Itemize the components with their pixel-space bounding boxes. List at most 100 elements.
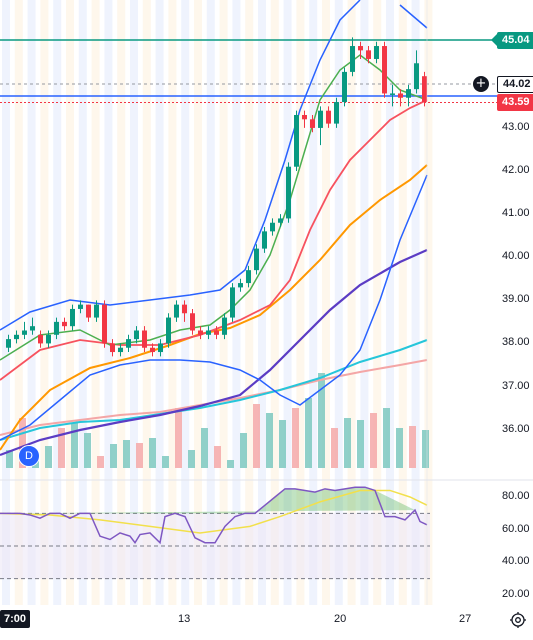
bollinger-upper [0,0,361,331]
oscillator-axis-tick: 80.00 [502,490,530,502]
candle-body [366,50,371,59]
candle-body [398,93,403,98]
date-axis-tick: 20 [334,613,347,625]
candle-body [70,308,75,327]
price-tag: 43.59 [497,94,533,111]
candle-body [374,46,379,59]
price-tag: 45.04 [491,32,533,49]
rsi-signal-line [0,489,428,534]
session-stripe [181,0,190,605]
candle-body [142,330,147,348]
candle-body [166,317,171,344]
candle-body [198,330,203,335]
dividend-badge[interactable]: D [18,445,40,467]
candle-body [174,304,179,318]
session-stripe [117,0,126,605]
candle-body [78,304,83,309]
session-stripe [14,0,23,605]
gear-icon [510,612,526,628]
candle-body [286,166,291,219]
candle-body [86,304,91,318]
rsi-line [0,486,428,545]
session-stripe [219,0,228,605]
price-axis-tick: 42.00 [502,164,530,177]
candle-body [270,222,275,232]
volume-bar [175,408,182,468]
candle-body [214,330,219,335]
price-tag: 44.02 [497,76,533,93]
candle-body [14,334,19,340]
candle-body [30,326,35,331]
candle-body [342,71,347,103]
candle-body [230,287,235,318]
candle-body [422,76,427,103]
bollinger-lower [0,174,428,441]
volume-bar [409,426,416,468]
add-alert-button[interactable]: + [473,76,489,92]
candle-body [326,110,331,124]
volume-bar [188,450,195,468]
session-stripe [322,0,330,605]
session-stripe [27,0,36,605]
volume-bar [19,418,26,468]
candle-body [134,330,139,340]
session-stripe [386,0,394,605]
volume-bar [58,428,65,468]
session-stripe [40,0,49,605]
candle-body [158,343,163,353]
price-axis-tick: 40.00 [502,250,530,263]
candle-body [62,321,67,327]
session-stripe [2,0,10,605]
volume-bar [318,373,325,468]
session-stripe [104,0,113,605]
candle-body [302,114,307,120]
candle-body [126,339,131,348]
candle-body [190,313,195,331]
volume-bar [149,438,156,468]
session-stripe [360,0,369,605]
session-stripe [155,0,164,605]
candle-body [38,334,43,344]
volume-bar [292,408,299,468]
volume-bar [71,423,78,468]
price-axis-tick: 39.00 [502,293,530,306]
candle-body [254,248,259,271]
date-axis-tick: 27 [459,613,472,625]
session-stripe [309,0,318,605]
candle-body [150,347,155,353]
session-stripe [66,0,74,605]
volume-bar [214,446,221,468]
session-stripe [296,0,305,605]
candle-body [238,283,243,288]
volume-bar [136,443,143,468]
volume-bar [162,456,169,468]
candle-body [102,304,107,344]
oscillator-axis-tick: 40.00 [502,555,530,568]
session-stripe [411,0,420,605]
volume-bar [305,398,312,468]
volume-bar [6,450,13,468]
session-stripe [283,0,292,605]
volume-bar [123,440,130,468]
price-axis-tick: 43.00 [502,120,530,133]
candle-body [222,317,227,335]
volume-bar [227,460,234,468]
oscillator-axis-tick: 20.00 [502,588,530,600]
volume-bar [201,428,208,468]
volume-bar [45,446,52,468]
session-stripe [258,0,266,605]
candle-body [118,347,123,353]
candle-body [182,304,187,314]
session-stripe [168,0,177,605]
ma-cyan-line [0,339,428,441]
settings-button[interactable] [508,610,528,630]
candle-body [278,218,283,223]
price-axis-tick: 41.00 [502,207,530,220]
candle-body [358,46,363,51]
current-time-tag: 7:00 [0,610,31,628]
session-stripe [206,0,215,605]
candle-body [110,343,115,353]
volume-bar [84,433,91,468]
